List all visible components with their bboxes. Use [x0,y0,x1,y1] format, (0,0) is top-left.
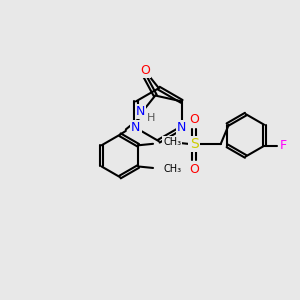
Text: N: N [136,105,145,118]
Text: CH₃: CH₃ [163,164,182,174]
Text: S: S [190,137,199,151]
Text: N: N [131,122,141,134]
Text: CH₃: CH₃ [163,137,182,147]
Text: N: N [177,122,187,134]
Text: H: H [147,112,155,123]
Text: O: O [189,163,199,176]
Text: O: O [189,112,199,126]
Text: O: O [140,64,150,77]
Text: Cl: Cl [138,64,150,77]
Text: F: F [280,140,287,152]
